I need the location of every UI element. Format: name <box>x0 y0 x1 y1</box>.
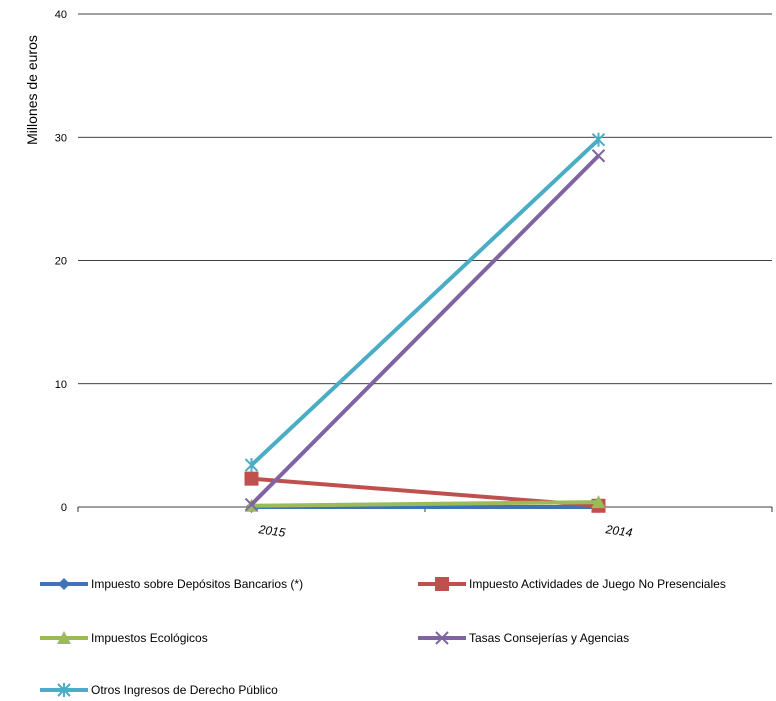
series-4-point <box>591 149 606 163</box>
legend: Impuesto sobre Depósitos Bancarios (*) Im… <box>40 577 726 697</box>
series-3-point <box>591 495 606 509</box>
x-axis: 2015 2014 <box>77 507 773 540</box>
legend-marker <box>435 631 449 645</box>
legend-marker <box>435 577 449 591</box>
legend-marker <box>57 631 71 644</box>
legend-item: Impuesto sobre Depósitos Bancarios (*) <box>40 577 303 591</box>
y-axis-ticks: 0 10 20 30 40 <box>55 9 67 514</box>
series-4-point <box>244 497 259 512</box>
legend-marker <box>58 578 70 590</box>
legend-item: Otros Ingresos de Derecho Público <box>40 683 278 697</box>
y-axis-label: Millones de euros <box>24 35 40 145</box>
series-5-point <box>591 132 606 147</box>
legend-item: Impuestos Ecológicos <box>40 631 208 645</box>
series-lines <box>244 132 606 513</box>
y-tick-label: 30 <box>55 132 67 144</box>
y-tick-label: 40 <box>55 9 67 21</box>
gridlines <box>78 13 772 508</box>
y-tick-label: 20 <box>55 256 67 268</box>
series-2-point <box>244 471 259 486</box>
legend-label: Impuestos Ecológicos <box>91 631 208 645</box>
series-3-line <box>251 500 599 508</box>
legend-label: Tasas Consejerías y Agencias <box>469 631 629 645</box>
legend-label: Otros Ingresos de Derecho Público <box>91 683 278 697</box>
y-tick-label: 10 <box>55 379 67 391</box>
legend-marker <box>57 683 71 697</box>
y-tick-label: 0 <box>61 502 67 514</box>
legend-label: Impuesto sobre Depósitos Bancarios (*) <box>91 577 303 591</box>
series-5-point <box>244 458 259 473</box>
series-5-line <box>250 138 600 467</box>
legend-label: Impuesto Actividades de Juego No Presenc… <box>469 577 726 591</box>
legend-item: Tasas Consejerías y Agencias <box>418 631 629 645</box>
x-tick-label: 2014 <box>604 522 634 540</box>
x-tick-label: 2015 <box>257 522 287 540</box>
legend-item: Impuesto Actividades de Juego No Presenc… <box>418 577 726 591</box>
series-4-line <box>250 154 600 506</box>
